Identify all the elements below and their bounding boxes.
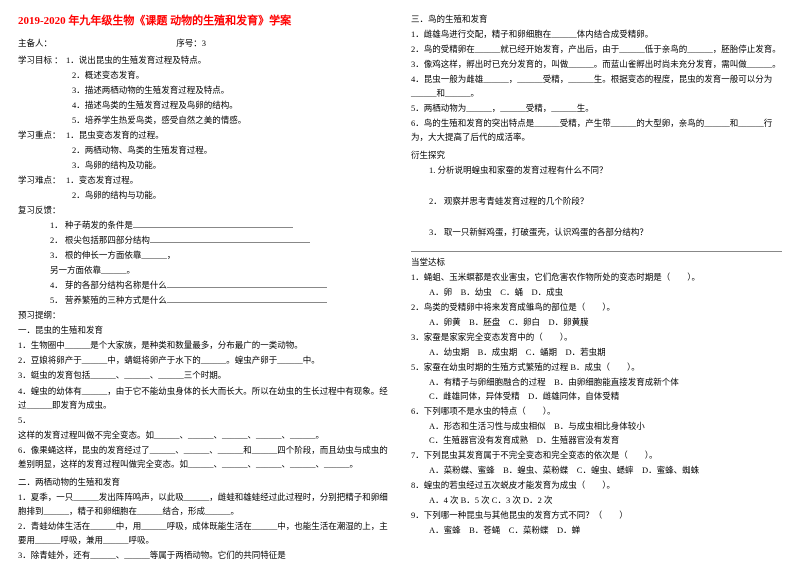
review-2: 2． 根尖包括那四部分结构 [18, 233, 389, 247]
left-column: 2019-2020 年九年级生物《课题 动物的生殖和发育》学案 主备人： 序号：… [18, 12, 389, 553]
divider [411, 251, 782, 252]
goal-2: 2．概述变态发育。 [18, 68, 389, 82]
quiz-label: 当堂达标 [411, 255, 782, 269]
sec2-3: 3．除青蛙外，还有______、______等属于两栖动物。它们的共同特征是 [18, 548, 389, 562]
q9: 9．下列哪一种昆虫与其他昆虫的发育方式不同？（ ） [411, 508, 782, 522]
q8-opts: A．4 次 B．5 次 C．3 次 D．2 次 [411, 493, 782, 507]
q2: 2．鸟类的受精卵中将来发育成雏鸟的部位是（ ）。 [411, 300, 782, 314]
q3: 3．家蚕是家家完全变态发育中的（ ）。 [411, 330, 782, 344]
sec2-title: 二．两栖动物的生殖和发育 [18, 475, 389, 489]
sec3-3: 3．像鸡这样，孵出时已充分发育的，叫做______。而蓝山雀孵出时尚未充分发育，… [411, 57, 782, 71]
explore-3: 3． 取一只新鲜鸡蛋，打破蛋壳，认识鸡蛋的各部分结构？ [411, 225, 782, 239]
sec3-4: 4．昆虫一般为雌雄______，______受精，______生。根据变态的程度… [411, 72, 782, 100]
review-label: 复习反馈： [18, 203, 389, 217]
review-1: 1． 种子萌发的条件是 [18, 218, 389, 232]
review-5: 5． 营养繁殖的三种方式是什么 [18, 293, 389, 307]
goal-1: 1．说出昆虫的生殖发育过程及特点。 [66, 55, 206, 65]
focus-row: 学习重点：1．昆虫变态发育的过程。 [18, 128, 389, 142]
sec1-5: 5． [18, 413, 389, 427]
sec1-2: 2．豆娘将卵产于______中，蜻蜓将卵产于水下的______。蝗虫产卵于___… [18, 353, 389, 367]
explore-1: 1. 分析说明蝗虫和家蚕的发育过程有什么不同？ [411, 163, 782, 177]
sec2-2: 2．青蛙幼体生活在______中，用______呼吸，成体既能生活在______… [18, 519, 389, 547]
document-title: 2019-2020 年九年级生物《课题 动物的生殖和发育》学案 [18, 12, 389, 30]
sec3-6: 6．鸟的生殖和发育的突出特点是______受精，产生带______的大型卵，亲鸟… [411, 116, 782, 144]
q7: 7．下列昆虫其发育属于不完全变态和完全变态的依次是（ ）。 [411, 448, 782, 462]
q9-opts: A．蜜蜂 B．苍蝇 C．菜粉蝶 D．蝉 [411, 523, 782, 537]
q1: 1．蝇蛆、玉米螟都是农业害虫，它们危害农作物所处的变态时期是（ ）。 [411, 270, 782, 284]
meta-row: 主备人： 序号：3 [18, 36, 389, 50]
q2-opts: A．卵黄 B．胚盘 C．卵白 D．卵黄膜 [411, 315, 782, 329]
hard-2: 2．鸟卵的结构与功能。 [18, 188, 389, 202]
sec3-title: 三．鸟的生殖和发育 [411, 12, 782, 26]
hard-label: 学习难点： [18, 173, 66, 187]
q3-opts: A．幼虫期 B．成虫期 C．蛹期 D．若虫期 [411, 345, 782, 359]
explore-2: 2． 观察并思考青蛙发育过程的几个阶段？ [411, 194, 782, 208]
goal-4: 4．描述鸟类的生殖发育过程及鸟卵的结构。 [18, 98, 389, 112]
preview-label: 预习提纲： [18, 308, 389, 322]
goal-3: 3．描述两栖动物的生殖发育过程及特点。 [18, 83, 389, 97]
sec2-1: 1．夏季，一只______发出阵阵鸣声，以此吸______，雌蛙和雄蛙经过此过程… [18, 490, 389, 518]
hard-row: 学习难点：1．变态发育过程。 [18, 173, 389, 187]
sec1-5b: 这样的发育过程叫做不完全变态。如______、______、______、___… [18, 428, 389, 442]
goal-5: 5．培养学生热爱鸟类，感受自然之美的情感。 [18, 113, 389, 127]
sec1-title: 一．昆虫的生殖和发育 [18, 323, 389, 337]
sec1-1: 1．生物圈中______是个大家族，是种类和数量最多，分布最广的一类动物。 [18, 338, 389, 352]
review-4: 4． 芽的各部分结构名称是什么 [18, 278, 389, 292]
sec1-6: 6．像果蝇这样，昆虫的发育经过了______、______、______和___… [18, 443, 389, 471]
sec1-4: 4．蝗虫的幼体有______，由于它不能幼虫身体的长大而长大。所以在幼虫的生长过… [18, 384, 389, 412]
focus-1: 1．昆虫变态发育的过程。 [66, 130, 164, 140]
q6: 6．下列哪项不是水虫的特点（ ）。 [411, 404, 782, 418]
q1-opts: A．卵 B．幼虫 C．蛹 D．成虫 [411, 285, 782, 299]
q8: 8．蝗虫的若虫经过五次蜕皮才能发育为成虫（ ）。 [411, 478, 782, 492]
right-column: 三．鸟的生殖和发育 1．雌雄鸟进行交配，精子和卵细胞在______体内结合成受精… [411, 12, 782, 553]
goal-row: 学习目标 ：1．说出昆虫的生殖发育过程及特点。 [18, 53, 389, 67]
goal-label: 学习目标 ： [18, 53, 66, 67]
q5-opts: A．有精子与卵细胞融合的过程 B．由卵细胞能直接发育成新个体 C．雌雄同体，异体… [411, 375, 782, 403]
sec3-1: 1．雌雄鸟进行交配，精子和卵细胞在______体内结合成受精卵。 [411, 27, 782, 41]
q7-opts: A．菜粉蝶、蜜蜂 B．蝗虫、菜粉蝶 C．蝗虫、蟋蟀 D．蜜蜂、蜘蛛 [411, 463, 782, 477]
sec3-5: 5．两栖动物为______，______受精，______生。 [411, 101, 782, 115]
focus-2: 2．两栖动物、鸟类的生殖发育过程。 [18, 143, 389, 157]
sec1-3: 3．蜓虫的发育包括______、______、______三个时期。 [18, 368, 389, 382]
focus-label: 学习重点： [18, 128, 66, 142]
sequence-label: 序号：3 [176, 38, 206, 48]
sec3-2: 2．鸟的受精卵在______就已经开始发育，产出后，由于______低于亲鸟的_… [411, 42, 782, 56]
q6-opts: A．形态和生活习性与成虫相似 B．与成虫相比身体较小 C．生殖器官没有发育成熟 … [411, 419, 782, 447]
q5: 5．家蚕在幼虫时期的生殖方式繁殖的过程 B．成虫（ ）。 [411, 360, 782, 374]
preparer-label: 主备人： [18, 38, 52, 48]
review-3: 3． 根的伸长一方面依靠______， [18, 248, 389, 262]
explore-label: 衍生探究 [411, 148, 782, 162]
review-3b: 另一方面依靠______。 [18, 263, 389, 277]
focus-3: 3．鸟卵的结构及功能。 [18, 158, 389, 172]
hard-1: 1．变态发育过程。 [66, 175, 138, 185]
